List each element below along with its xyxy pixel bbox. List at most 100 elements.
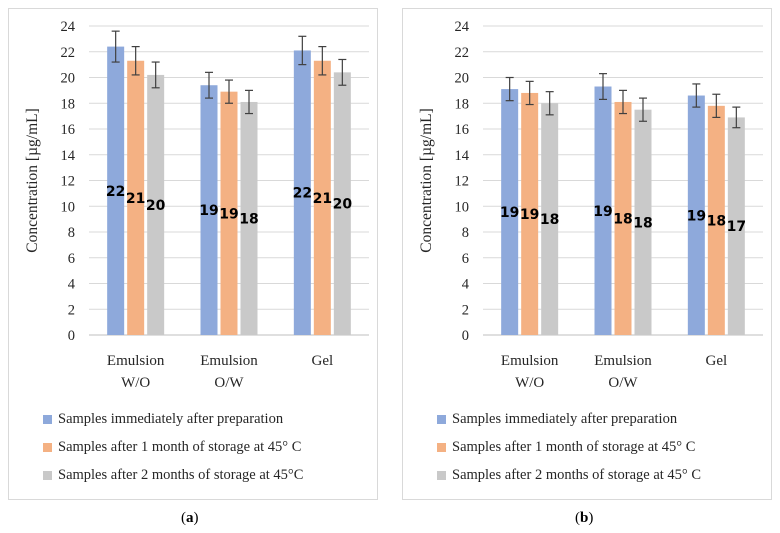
legend-swatch xyxy=(43,414,52,424)
data-label: 18 xyxy=(540,212,559,228)
data-label: 19 xyxy=(199,203,218,219)
bar xyxy=(147,74,165,336)
caption-a: (a) xyxy=(181,510,199,526)
data-label: 19 xyxy=(219,206,238,222)
bar xyxy=(614,101,632,336)
data-label: 18 xyxy=(613,211,632,227)
bar xyxy=(521,92,539,335)
x-tick-label: Gel xyxy=(705,353,727,369)
bar xyxy=(293,50,311,336)
data-label: 19 xyxy=(593,204,612,220)
bar xyxy=(200,85,218,335)
bar xyxy=(687,95,705,336)
y-tick-label: 18 xyxy=(61,96,76,112)
y-tick-label: 14 xyxy=(455,148,470,164)
x-tick-label: Emulsion xyxy=(107,353,165,369)
legend-b: Samples immediately after preparation Sa… xyxy=(437,405,767,489)
legend-label: Samples immediately after preparation xyxy=(452,410,678,427)
x-tick-label: Gel xyxy=(311,353,333,369)
data-label: 22 xyxy=(106,184,125,200)
y-tick-label: 0 xyxy=(462,328,469,344)
bar xyxy=(634,109,652,335)
bar xyxy=(240,101,258,336)
legend-label: Samples after 1 month of storage at 45° … xyxy=(452,438,696,455)
y-tick-label: 6 xyxy=(462,251,469,267)
data-label: 22 xyxy=(293,186,312,202)
y-tick-label: 6 xyxy=(68,251,75,267)
chart-panel-a: 0 2 4 6 8 10 12 14 16 18 20 22 24 Concentration [µg/m… xyxy=(8,8,378,500)
legend-item: Samples after 1 month of storage at 45° … xyxy=(437,433,767,461)
y-tick-label: 16 xyxy=(61,122,76,138)
y-tick-label: 8 xyxy=(68,225,75,241)
y-tick-label: 16 xyxy=(455,122,470,138)
data-label: 20 xyxy=(146,198,166,214)
chart-panel-b: 0 2 4 6 8 10 12 14 16 18 20 22 24 Concentration [µg/m… xyxy=(402,8,772,500)
x-tick-label: O/W xyxy=(608,375,638,391)
data-label: 21 xyxy=(313,191,332,207)
data-label: 19 xyxy=(520,207,539,223)
legend-item: Samples immediately after preparation xyxy=(43,405,373,433)
y-tick-label: 18 xyxy=(455,96,470,112)
data-label: 21 xyxy=(126,191,145,207)
y-tick-label: 24 xyxy=(61,19,76,35)
bar xyxy=(594,86,612,335)
legend-item: Samples after 1 month of storage at 45° … xyxy=(43,433,373,461)
bar xyxy=(220,91,238,335)
bar xyxy=(313,60,331,335)
y-tick-label: 4 xyxy=(68,277,76,293)
bar xyxy=(127,60,145,335)
x-tick-label: Emulsion xyxy=(594,353,652,369)
y-tick-label: 10 xyxy=(455,199,470,215)
y-axis-title: Concentration [µg/mL] xyxy=(418,108,435,253)
y-tick-label: 24 xyxy=(455,19,470,35)
y-tick-label: 10 xyxy=(61,199,76,215)
y-tick-label: 8 xyxy=(462,225,469,241)
data-label: 18 xyxy=(239,211,258,227)
bar xyxy=(727,117,745,335)
y-tick-label: 22 xyxy=(61,45,76,61)
legend-swatch xyxy=(437,470,446,480)
legend-swatch xyxy=(437,442,446,452)
bar xyxy=(541,103,559,335)
x-tick-label: W/O xyxy=(515,375,544,391)
legend-item: Samples after 2 months of storage at 45°… xyxy=(437,461,767,489)
legend-swatch xyxy=(437,414,446,424)
x-tick-label: Emulsion xyxy=(200,353,258,369)
bar xyxy=(707,105,725,335)
data-label: 17 xyxy=(727,219,746,235)
y-tick-label: 12 xyxy=(455,174,470,190)
bar xyxy=(501,89,519,336)
y-tick-label: 20 xyxy=(455,71,470,87)
y-tick-label: 2 xyxy=(462,302,469,318)
y-tick-label: 4 xyxy=(462,277,470,293)
bar xyxy=(333,72,351,335)
x-tick-label: W/O xyxy=(121,375,150,391)
y-axis-title: Concentration [µg/mL] xyxy=(24,108,41,253)
y-tick-label: 14 xyxy=(61,148,76,164)
data-label: 20 xyxy=(333,197,353,213)
legend-item: Samples immediately after preparation xyxy=(437,405,767,433)
bar xyxy=(107,46,125,335)
data-label: 18 xyxy=(633,215,652,231)
x-tick-label: O/W xyxy=(214,375,244,391)
caption-b: (b) xyxy=(575,510,594,526)
legend-a: Samples immediately after preparation Sa… xyxy=(43,405,373,489)
y-tick-label: 20 xyxy=(61,71,76,87)
legend-label: Samples after 2 months of storage at 45°… xyxy=(58,466,304,483)
legend-swatch xyxy=(43,442,52,452)
y-tick-label: 2 xyxy=(68,302,75,318)
y-tick-label: 0 xyxy=(68,328,75,344)
legend-label: Samples after 1 month of storage at 45° … xyxy=(58,438,302,455)
y-tick-label: 12 xyxy=(61,174,76,190)
data-label: 18 xyxy=(707,213,726,229)
legend-label: Samples after 2 months of storage at 45°… xyxy=(452,466,702,483)
legend-swatch xyxy=(43,470,52,480)
x-tick-label: Emulsion xyxy=(501,353,559,369)
y-tick-label: 22 xyxy=(455,45,470,61)
data-label: 19 xyxy=(687,208,706,224)
data-label: 19 xyxy=(500,205,519,221)
legend-item: Samples after 2 months of storage at 45°… xyxy=(43,461,373,489)
legend-label: Samples immediately after preparation xyxy=(58,410,284,427)
